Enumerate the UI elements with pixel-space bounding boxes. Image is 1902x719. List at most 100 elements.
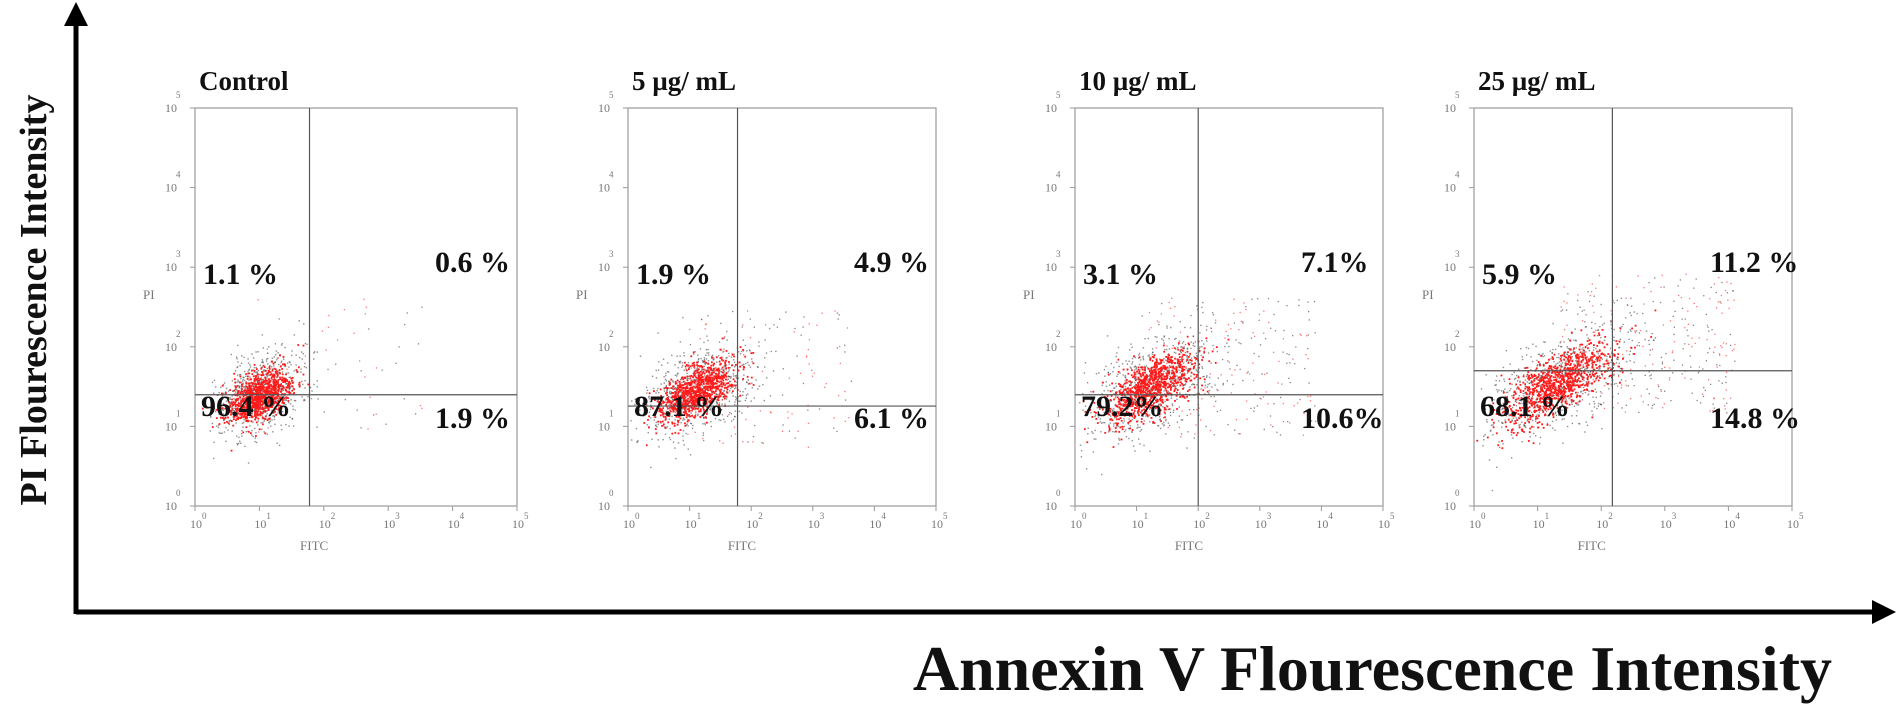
event-point — [734, 415, 736, 418]
event-point — [726, 339, 728, 341]
event-point — [705, 394, 708, 397]
event-point — [722, 382, 725, 385]
event-point — [1133, 369, 1136, 371]
event-point — [685, 403, 688, 405]
event-point — [1146, 388, 1149, 391]
event-point — [1142, 391, 1144, 394]
event-point — [213, 441, 215, 444]
event-point — [1130, 392, 1133, 394]
event-point — [787, 417, 789, 419]
event-point — [1179, 350, 1181, 352]
event-point — [702, 391, 705, 394]
event-point — [1174, 387, 1177, 390]
event-point — [655, 432, 658, 435]
event-point — [237, 418, 239, 421]
event-point — [239, 417, 242, 419]
event-point — [1160, 396, 1162, 399]
event-point — [717, 407, 720, 409]
event-point — [289, 361, 291, 364]
event-point — [281, 376, 284, 379]
event-point — [381, 369, 383, 371]
event-point — [684, 376, 686, 379]
event-point — [1151, 355, 1154, 358]
event-point — [694, 403, 696, 406]
event-point — [1139, 430, 1141, 432]
event-point — [1151, 392, 1154, 395]
event-point — [228, 402, 230, 404]
event-point — [673, 387, 676, 390]
event-point — [229, 402, 231, 405]
event-point — [1149, 389, 1152, 391]
event-point — [1250, 407, 1252, 410]
event-point — [262, 423, 264, 426]
event-point — [253, 408, 256, 410]
event-point — [223, 431, 226, 433]
event-point — [700, 357, 702, 360]
event-point — [651, 438, 653, 440]
event-point — [284, 346, 286, 349]
event-point — [665, 374, 667, 377]
event-point — [304, 387, 306, 389]
event-point — [226, 407, 228, 409]
event-point — [1122, 422, 1124, 424]
event-point — [1129, 349, 1131, 351]
event-point — [712, 399, 715, 402]
event-point — [272, 403, 275, 406]
event-point — [1137, 373, 1139, 375]
event-point — [281, 400, 284, 402]
event-point — [1132, 376, 1134, 379]
event-point — [1113, 415, 1116, 417]
event-point — [254, 413, 256, 416]
event-point — [257, 417, 260, 420]
event-point — [1158, 376, 1161, 379]
event-point — [1181, 369, 1184, 372]
event-point — [735, 399, 737, 401]
event-point — [1150, 387, 1153, 390]
event-point — [1176, 380, 1179, 382]
event-point — [256, 379, 259, 382]
event-point — [750, 376, 753, 379]
event-point — [1144, 387, 1147, 390]
event-point — [802, 326, 804, 328]
event-point — [241, 408, 244, 411]
event-point — [1176, 389, 1179, 391]
event-point — [276, 381, 279, 383]
event-point — [313, 358, 315, 360]
event-point — [691, 427, 694, 430]
event-point — [1169, 392, 1172, 395]
event-point — [265, 398, 268, 400]
event-point — [722, 442, 724, 444]
event-point — [686, 419, 689, 421]
event-point — [1258, 319, 1260, 321]
event-point — [705, 413, 708, 415]
event-point — [720, 363, 722, 365]
event-point — [1119, 372, 1121, 374]
event-point — [1134, 399, 1136, 402]
x-tick-label: 10 — [685, 517, 697, 531]
event-point — [1149, 357, 1152, 360]
event-point — [224, 416, 227, 419]
y-tick-label: 10 — [598, 419, 610, 433]
event-point — [1118, 418, 1120, 421]
event-point — [249, 408, 252, 411]
event-point — [725, 382, 728, 385]
event-point — [1201, 367, 1204, 370]
event-point — [247, 375, 249, 378]
event-point — [257, 373, 259, 376]
event-point — [1123, 388, 1126, 391]
event-point — [232, 390, 234, 392]
x-tick-label: 10 — [512, 517, 524, 531]
event-point — [654, 416, 657, 419]
event-point — [681, 366, 683, 368]
event-point — [737, 377, 740, 379]
event-point — [210, 416, 212, 419]
event-point — [256, 380, 259, 383]
event-point — [692, 351, 695, 354]
event-point — [691, 399, 694, 402]
event-point — [279, 404, 282, 407]
event-point — [1128, 404, 1131, 407]
event-point — [1206, 386, 1209, 388]
event-point — [694, 385, 696, 387]
event-point — [1165, 418, 1167, 421]
event-point — [317, 398, 319, 400]
